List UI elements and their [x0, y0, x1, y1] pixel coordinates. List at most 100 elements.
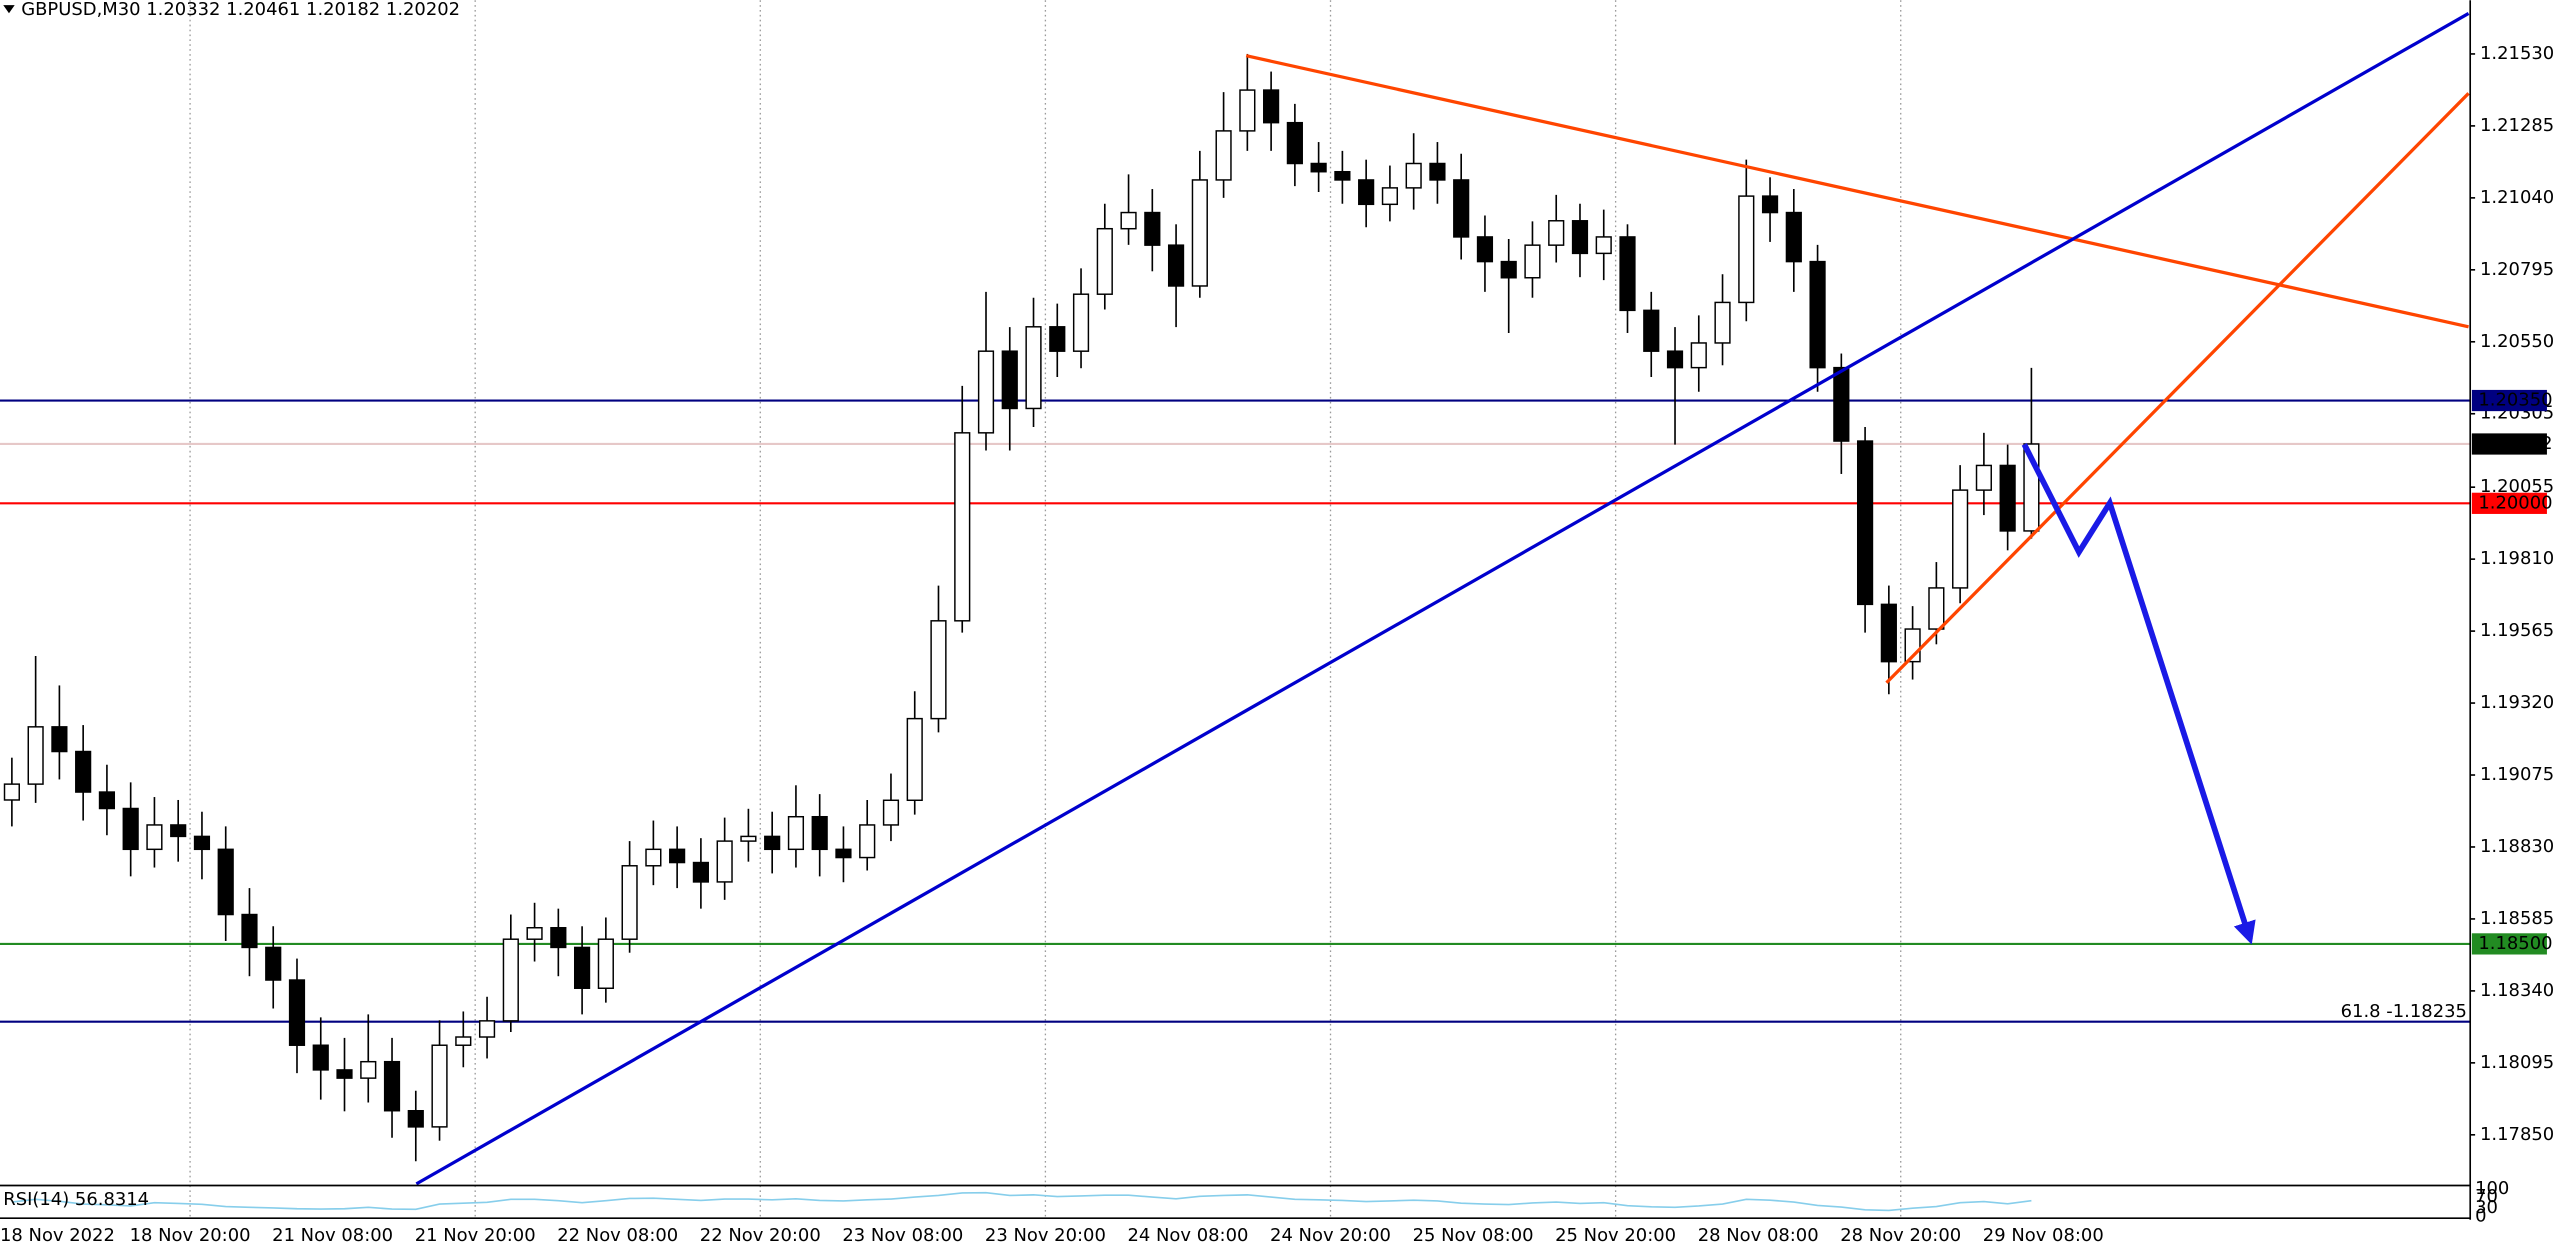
candle-body	[1833, 366, 1850, 442]
candle-body	[1928, 587, 1945, 630]
candle-body	[1761, 195, 1779, 214]
y-tick-label: 1.18340	[2480, 980, 2554, 1001]
x-tick-label: 18 Nov 20:00	[130, 1225, 251, 1246]
candle-body	[193, 835, 211, 851]
candle-body	[98, 791, 116, 810]
candle-body	[288, 979, 306, 1046]
y-tick-label: 1.20055	[2480, 476, 2554, 497]
x-tick-label: 18 Nov 2022	[0, 1225, 115, 1246]
candle-body	[407, 1109, 424, 1128]
candle-body	[75, 750, 92, 793]
candle-body	[835, 848, 852, 859]
candle-body	[1191, 179, 1208, 287]
y-tick-label: 1.18095	[2480, 1052, 2554, 1073]
trendline	[1245, 54, 2469, 329]
x-tick-label: 28 Nov 08:00	[1698, 1225, 1819, 1246]
candle-body	[930, 620, 947, 720]
symbol-header: GBPUSD,M30 1.20332 1.20461 1.20182 1.202…	[21, 0, 460, 20]
candle-body	[1215, 130, 1232, 181]
y-tick-label: 1.19810	[2480, 548, 2554, 569]
candle-body	[1785, 211, 1802, 263]
price-tag	[2471, 433, 2547, 455]
candle-body	[954, 432, 971, 622]
candle-body	[882, 799, 900, 826]
candle-body	[1001, 350, 1018, 410]
candle-body	[1571, 220, 1589, 255]
candle-body	[977, 350, 995, 434]
candle-body	[1690, 342, 1707, 369]
x-tick-label: 22 Nov 20:00	[700, 1225, 821, 1246]
x-tick-label: 23 Nov 20:00	[985, 1225, 1106, 1246]
candle-body	[1072, 293, 1090, 352]
trendline	[1885, 92, 2470, 684]
candle-body	[1595, 236, 1612, 255]
candle-body	[1310, 162, 1327, 173]
y-tick-label: 1.18830	[2480, 836, 2554, 857]
candle-body	[1548, 220, 1565, 246]
rsi-label: RSI(14) 56.8314	[3, 1189, 149, 1210]
candle-body	[859, 824, 876, 859]
candle-body	[312, 1044, 329, 1071]
candle-body	[1856, 440, 1874, 606]
candle-body	[1381, 187, 1399, 206]
candle-body	[1239, 89, 1256, 132]
candle-body	[1643, 309, 1660, 352]
candle-body	[1809, 260, 1826, 369]
rsi-line	[11, 1191, 2032, 1212]
candle-body	[502, 938, 519, 1022]
candle-body	[1714, 301, 1731, 344]
x-tick-label: 21 Nov 20:00	[415, 1225, 536, 1246]
candle-body	[1120, 211, 1137, 230]
candle-body	[1738, 195, 1755, 304]
candle-body	[1334, 170, 1351, 181]
candle-body	[526, 927, 543, 940]
candle-body	[550, 927, 567, 949]
candle-body	[1025, 326, 1042, 410]
x-tick-label: 25 Nov 08:00	[1413, 1225, 1534, 1246]
candle-body	[265, 946, 282, 981]
candle-body	[1453, 179, 1470, 238]
trendline	[415, 11, 2470, 1186]
x-tick-label: 21 Nov 08:00	[272, 1225, 393, 1246]
candle-body	[146, 824, 163, 851]
x-tick-label: 29 Nov 08:00	[1983, 1225, 2104, 1246]
candle-body	[336, 1069, 353, 1079]
level-label: 61.8 -1.18235	[2341, 1001, 2467, 1022]
rsi-tick-label: 70	[2475, 1186, 2498, 1207]
candle-body	[1476, 236, 1494, 263]
candle-body	[1500, 260, 1517, 279]
y-tick-label: 1.20795	[2480, 259, 2554, 280]
x-tick-label: 25 Nov 20:00	[1555, 1225, 1676, 1246]
x-tick-label: 24 Nov 20:00	[1270, 1225, 1391, 1246]
price-tag-label: 1.18500	[2478, 933, 2552, 954]
candle-body	[1429, 162, 1446, 181]
y-tick-label: 1.21040	[2480, 187, 2554, 208]
candle-body	[1405, 162, 1422, 189]
candle-body	[217, 848, 234, 916]
candle-body	[906, 717, 923, 802]
candle-body	[360, 1060, 377, 1079]
price-tag	[2471, 389, 2547, 412]
price-tag	[2471, 933, 2547, 955]
candle-body	[431, 1044, 448, 1128]
candle-body	[1524, 244, 1541, 279]
candle-body	[740, 835, 757, 842]
candle-body	[1975, 464, 1992, 491]
candle-body	[716, 840, 733, 883]
candle-body	[1167, 244, 1185, 287]
y-tick-label: 1.17850	[2480, 1124, 2554, 1145]
candle-body	[241, 913, 258, 949]
x-tick-label: 28 Nov 20:00	[1840, 1225, 1961, 1246]
candle-body	[621, 865, 638, 940]
candle-body	[1263, 89, 1280, 124]
y-tick-label: 1.21285	[2480, 115, 2554, 136]
candle-body	[455, 1036, 472, 1046]
candle-body	[27, 726, 44, 785]
x-tick-label: 23 Nov 08:00	[842, 1225, 963, 1246]
x-tick-label: 22 Nov 08:00	[557, 1225, 678, 1246]
y-tick-label: 1.19075	[2480, 764, 2554, 785]
candle-body	[1619, 236, 1636, 312]
candle-body	[787, 815, 805, 851]
forecast-arrow	[2021, 442, 2256, 945]
